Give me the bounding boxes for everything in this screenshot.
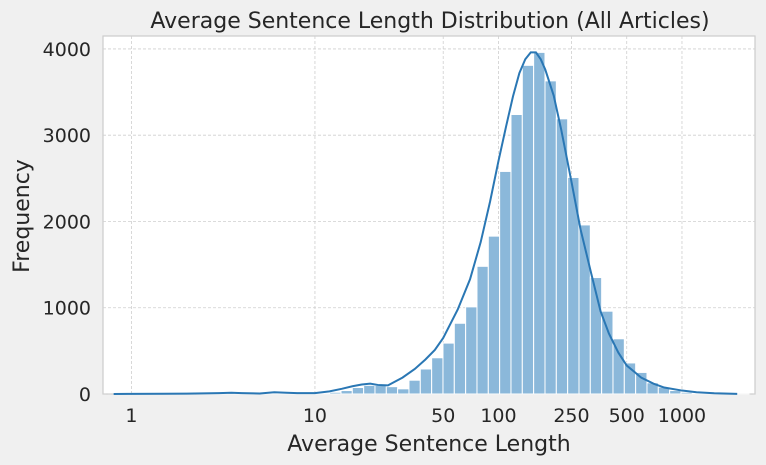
histogram-bar	[635, 371, 648, 395]
x-tick-label: 50	[431, 405, 455, 427]
y-tick-label: 1000	[43, 298, 91, 320]
histogram-bar	[544, 80, 557, 395]
histogram-bar	[533, 51, 546, 395]
x-tick-label: 100	[480, 405, 516, 427]
histogram-bar	[453, 322, 467, 395]
x-axis-ticks: 1 10 50 100 250 500 1000	[125, 405, 706, 427]
y-axis-label: Frequency	[10, 159, 35, 273]
x-tick-label: 10	[303, 405, 327, 427]
y-tick-label: 3000	[43, 125, 91, 147]
histogram-bar	[374, 384, 387, 395]
chart-title: Average Sentence Length Distribution (Al…	[150, 9, 709, 34]
histogram-bar	[351, 387, 365, 395]
histogram-bar	[385, 386, 399, 395]
histogram-bar	[510, 114, 523, 395]
histogram-bar	[555, 118, 569, 395]
histogram-bar	[487, 235, 501, 395]
histogram-bar	[476, 265, 489, 395]
kde-curve	[113, 51, 738, 395]
histogram-bar	[397, 388, 410, 395]
histogram-bar	[419, 368, 433, 395]
y-tick-label: 2000	[43, 211, 91, 233]
x-tick-label: 1	[125, 405, 137, 427]
y-tick-label: 0	[79, 384, 91, 406]
histogram-bars	[113, 51, 750, 395]
x-tick-label: 250	[553, 405, 589, 427]
histogram-bar	[340, 390, 353, 395]
y-axis-ticks: 0 1000 2000 3000 4000	[43, 39, 91, 406]
histogram-bar	[521, 64, 535, 395]
histogram-bar	[363, 384, 376, 395]
histogram-bar	[601, 310, 614, 395]
x-tick-label: 500	[609, 405, 645, 427]
histogram-bar	[499, 170, 512, 395]
x-tick-label: 1000	[658, 405, 706, 427]
plot-area	[102, 35, 756, 395]
histogram-bar	[442, 342, 455, 395]
histogram-bar	[431, 357, 444, 395]
x-axis-label: Average Sentence Length	[287, 432, 570, 457]
histogram-bar	[408, 379, 421, 395]
y-tick-label: 4000	[43, 39, 91, 61]
histogram-bar	[329, 391, 342, 395]
histogram-bar	[465, 306, 478, 395]
